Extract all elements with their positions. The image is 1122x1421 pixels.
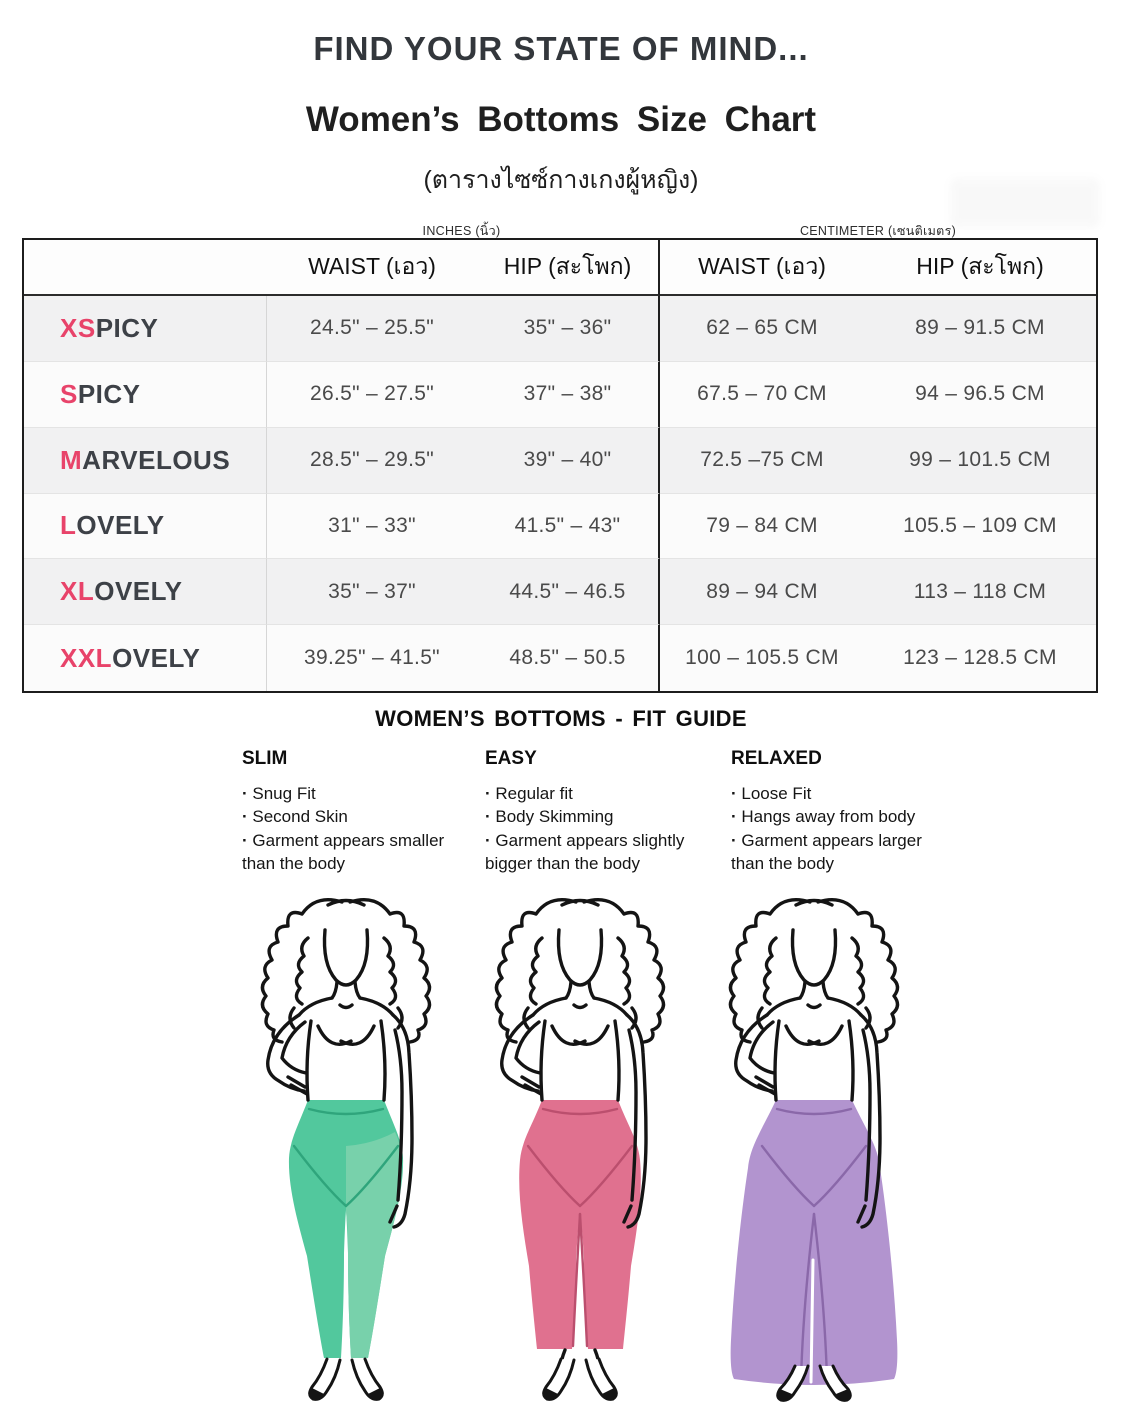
waist-cm-value: 100 – 105.5 CM: [660, 625, 864, 691]
fit-column-slim: SLIM Snug Fit Second Skin Garment appear…: [242, 748, 485, 875]
fit-bullet: Body Skimming: [485, 805, 695, 828]
waist-cm-value: 79 – 84 CM: [660, 493, 864, 560]
col-header-hip-cm: HIP (สะโพก): [864, 240, 1096, 296]
inches-section-label: INCHES (นิ้ว): [422, 224, 501, 238]
hip-inches-value: 44.5" – 46.5: [477, 559, 660, 626]
hip-inches-value: 41.5" – 43": [477, 493, 660, 560]
size-name: S PICY: [24, 361, 267, 428]
waist-inches-value: 31" – 33": [267, 493, 477, 560]
size-name: XXL OVELY: [24, 625, 267, 691]
waist-inches-value: 35" – 37": [267, 559, 477, 626]
waist-cm-value: 89 – 94 CM: [660, 559, 864, 626]
col-header-waist-cm: WAIST (เอว): [660, 240, 864, 296]
waist-cm-value: 67.5 – 70 CM: [660, 361, 864, 428]
waist-inches-value: 39.25" – 41.5": [267, 625, 477, 691]
fit-name: SLIM: [242, 748, 288, 769]
fit-bullet: Second Skin: [242, 805, 452, 828]
easy-pants-seams: [526, 1107, 634, 1348]
size-name: XL OVELY: [24, 559, 267, 626]
size-table: WAIST (เอว) HIP (สะโพก) WAIST (เอว) HIP …: [22, 238, 1098, 693]
waist-inches-value: 26.5" – 27.5": [267, 361, 477, 428]
figure-slim-fit: [260, 898, 432, 1401]
relaxed-pants-seams: [760, 1107, 868, 1382]
fit-guide-columns: SLIM Snug Fit Second Skin Garment appear…: [242, 748, 974, 875]
hip-cm-value: 89 – 91.5 CM: [864, 296, 1096, 362]
fit-name: RELAXED: [731, 748, 822, 769]
relaxed-pants-shape: [730, 1100, 898, 1385]
waist-cm-value: 62 – 65 CM: [660, 296, 864, 362]
col-header-waist-inches: WAIST (เอว): [267, 240, 477, 296]
figure-outline: [260, 898, 432, 1229]
figure-outline: [728, 898, 900, 1229]
hip-inches-value: 35" – 36": [477, 296, 660, 362]
fit-bullet: Loose Fit: [731, 782, 941, 805]
slim-pants-highlight: [346, 1132, 403, 1358]
hip-cm-value: 123 – 128.5 CM: [864, 625, 1096, 691]
size-name: L OVELY: [24, 493, 267, 560]
hip-cm-value: 113 – 118 CM: [864, 559, 1096, 626]
hip-cm-value: 105.5 – 109 CM: [864, 493, 1096, 560]
chart-title-thai: (ตารางไซซ์กางเกงผู้หญิง): [423, 166, 699, 194]
fit-column-relaxed: RELAXED Loose Fit Hangs away from body G…: [731, 748, 974, 875]
faint-watermark: [950, 178, 1100, 228]
waist-inches-value: 28.5" – 29.5": [267, 427, 477, 494]
figure-easy-fit: [494, 898, 666, 1401]
feet: [776, 1364, 852, 1402]
hip-inches-value: 37" – 38": [477, 361, 660, 428]
easy-pants-shape: [519, 1100, 641, 1349]
hip-cm-value: 94 – 96.5 CM: [864, 361, 1096, 428]
size-name: M ARVELOUS: [24, 427, 267, 494]
fit-column-easy: EASY Regular fit Body Skimming Garment a…: [485, 748, 731, 875]
fit-guide-figures: [0, 888, 1122, 1421]
fit-bullet: Garment appears larger than the body: [731, 829, 941, 876]
slim-pants-seams: [292, 1107, 400, 1208]
feet: [542, 1357, 618, 1401]
fit-bullet: Hangs away from body: [731, 805, 941, 828]
page-title: FIND YOUR STATE OF MIND...: [313, 30, 809, 67]
hip-inches-value: 48.5" – 50.5: [477, 625, 660, 691]
hip-cm-value: 99 – 101.5 CM: [864, 427, 1096, 494]
col-header-hip-inches: HIP (สะโพก): [477, 240, 660, 296]
hip-inches-value: 39" – 40": [477, 427, 660, 494]
centimeter-section-label: CENTIMETER (เซนติเมตร): [799, 224, 957, 238]
feet: [308, 1357, 384, 1401]
fit-name: EASY: [485, 748, 537, 769]
fit-bullet: Regular fit: [485, 782, 695, 805]
fit-bullet: Garment appears slightly bigger than the…: [485, 829, 695, 876]
waist-inches-value: 24.5" – 25.5": [267, 296, 477, 362]
figure-relaxed-fit: [728, 898, 900, 1402]
fit-bullet: Garment appears smaller than the body: [242, 829, 452, 876]
size-column-header-empty: [24, 240, 267, 296]
size-name: XS PICY: [24, 296, 267, 362]
pants-highlight-line: [809, 1258, 815, 1384]
fit-bullet: Snug Fit: [242, 782, 452, 805]
chart-title: Women’s Bottoms Size Chart: [305, 100, 817, 139]
figure-outline: [494, 898, 666, 1361]
waist-cm-value: 72.5 –75 CM: [660, 427, 864, 494]
fit-guide-title: WOMEN’S BOTTOMS - FIT GUIDE: [375, 706, 747, 731]
